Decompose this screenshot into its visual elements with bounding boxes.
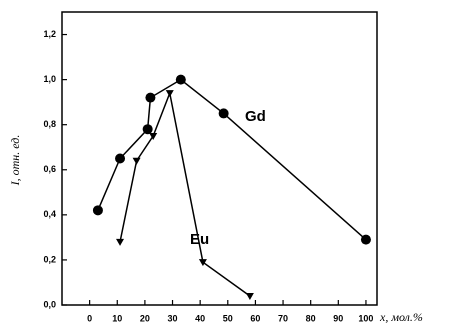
x-tick-label: 90	[333, 313, 343, 323]
data-point	[165, 90, 174, 98]
data-point	[132, 157, 141, 165]
plot-frame	[61, 11, 378, 306]
data-point	[115, 153, 126, 164]
data-point	[92, 205, 103, 216]
x-tick-label: 80	[306, 313, 316, 323]
data-point	[175, 74, 186, 85]
y-tick-label: 0,6	[43, 164, 56, 174]
x-tick-label: 10	[112, 313, 122, 323]
y-tick-label: 1,0	[43, 74, 56, 84]
x-tick-label: 30	[168, 313, 178, 323]
y-axis-label: I, отн. ед.	[8, 135, 22, 187]
data-point	[198, 259, 207, 267]
x-tick-label: 50	[223, 313, 233, 323]
y-tick-label: 0,2	[43, 254, 56, 264]
y-tick-label: 0,0	[43, 299, 56, 309]
series-line	[119, 90, 251, 297]
data-point	[149, 132, 158, 140]
data-point	[360, 234, 371, 245]
x-tick-label: 0	[87, 313, 92, 323]
data-point	[245, 292, 254, 300]
x-tick-label: 40	[195, 313, 205, 323]
data-point	[142, 124, 153, 135]
data-point	[218, 108, 229, 119]
data-point	[145, 92, 156, 103]
x-tick-label: 60	[250, 313, 260, 323]
y-tick-label: 1,2	[43, 29, 56, 39]
x-tick-label: 100	[358, 313, 373, 323]
y-tick-label: 0,8	[43, 119, 56, 129]
series-label: Gd	[245, 108, 266, 125]
data-point	[116, 238, 125, 246]
x-axis-label: x, мол.%	[379, 310, 423, 324]
series-label: Eu	[190, 231, 209, 248]
x-tick-label: 70	[278, 313, 288, 323]
x-tick-label: 20	[140, 313, 150, 323]
y-tick-label: 0,4	[43, 209, 56, 219]
